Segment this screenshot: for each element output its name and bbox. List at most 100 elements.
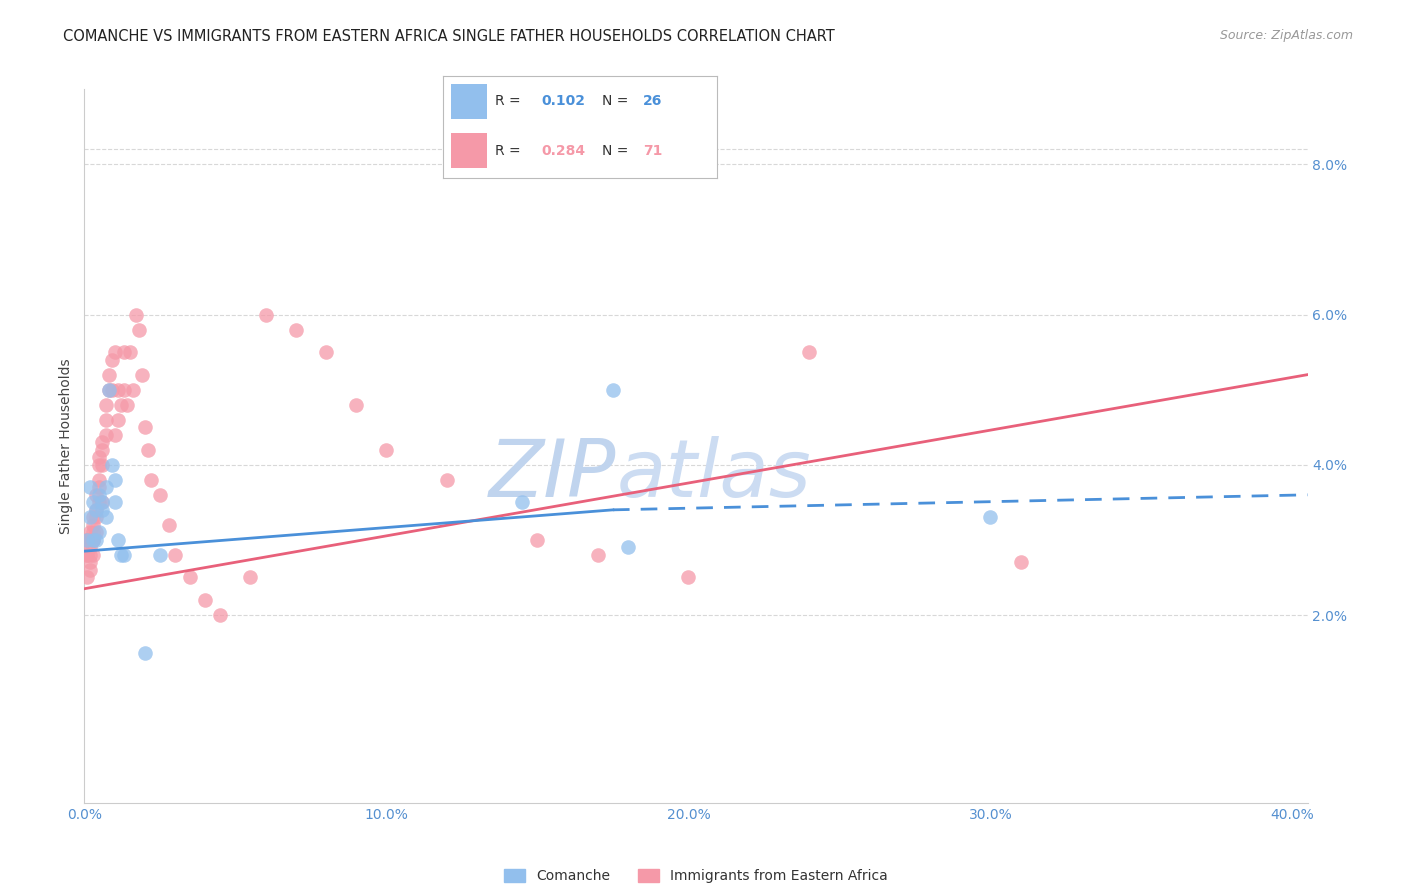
Point — [89, 480, 111, 494]
Point — [149, 548, 172, 562]
Point — [103, 495, 125, 509]
Text: 26: 26 — [643, 95, 662, 109]
Point — [94, 427, 117, 442]
Point — [284, 322, 307, 336]
Point — [121, 383, 143, 397]
Text: ZIP: ZIP — [489, 435, 616, 514]
Point — [82, 525, 104, 540]
Point — [799, 345, 821, 359]
Point — [82, 533, 104, 547]
Point — [254, 308, 277, 322]
Point — [136, 442, 159, 457]
Point — [82, 548, 104, 562]
Point — [82, 533, 104, 547]
Point — [94, 510, 117, 524]
Text: R =: R = — [495, 144, 524, 158]
Text: Source: ZipAtlas.com: Source: ZipAtlas.com — [1219, 29, 1353, 43]
Point — [194, 593, 217, 607]
Point — [86, 525, 108, 540]
Bar — [451, 133, 486, 168]
Point — [76, 533, 98, 547]
Point — [91, 458, 114, 472]
Point — [586, 548, 609, 562]
Point — [86, 503, 108, 517]
Point — [128, 322, 150, 336]
Point — [94, 480, 117, 494]
Point — [157, 517, 180, 532]
Point — [91, 442, 114, 457]
Legend: Comanche, Immigrants from Eastern Africa: Comanche, Immigrants from Eastern Africa — [499, 863, 893, 888]
Point — [110, 398, 132, 412]
Point — [79, 510, 101, 524]
Point — [86, 488, 108, 502]
Point — [979, 510, 1001, 524]
Point — [79, 525, 101, 540]
Point — [97, 368, 120, 382]
Point — [94, 398, 117, 412]
Point — [76, 533, 98, 547]
Text: N =: N = — [602, 95, 633, 109]
Point — [115, 398, 138, 412]
Point — [82, 533, 104, 547]
Point — [89, 458, 111, 472]
Point — [79, 533, 101, 547]
Bar — [451, 84, 486, 119]
Point — [107, 533, 129, 547]
Text: 71: 71 — [643, 144, 662, 158]
Point — [89, 488, 111, 502]
Point — [315, 345, 337, 359]
Point — [89, 450, 111, 465]
Text: COMANCHE VS IMMIGRANTS FROM EASTERN AFRICA SINGLE FATHER HOUSEHOLDS CORRELATION : COMANCHE VS IMMIGRANTS FROM EASTERN AFRI… — [63, 29, 835, 45]
Point — [79, 563, 101, 577]
Point — [91, 503, 114, 517]
Point — [82, 517, 104, 532]
Point — [89, 495, 111, 509]
Point — [112, 548, 135, 562]
Point — [91, 435, 114, 450]
Point — [100, 352, 122, 367]
Point — [103, 427, 125, 442]
Point — [86, 533, 108, 547]
Text: N =: N = — [602, 144, 633, 158]
Point — [82, 510, 104, 524]
Point — [100, 383, 122, 397]
Point — [89, 473, 111, 487]
Point — [97, 383, 120, 397]
Point — [239, 570, 262, 584]
Text: R =: R = — [495, 95, 524, 109]
Point — [1010, 556, 1032, 570]
Point — [89, 525, 111, 540]
Point — [76, 570, 98, 584]
Point — [91, 495, 114, 509]
Point — [107, 413, 129, 427]
Text: 0.284: 0.284 — [541, 144, 586, 158]
Point — [134, 420, 156, 434]
Point — [79, 548, 101, 562]
Point — [100, 458, 122, 472]
Point — [76, 533, 98, 547]
Point — [344, 398, 367, 412]
Point — [112, 345, 135, 359]
Y-axis label: Single Father Households: Single Father Households — [59, 359, 73, 533]
Text: 0.102: 0.102 — [541, 95, 585, 109]
Point — [163, 548, 186, 562]
Point — [82, 495, 104, 509]
Point — [131, 368, 153, 382]
Point — [79, 480, 101, 494]
Point — [118, 345, 141, 359]
Point — [209, 607, 232, 622]
Point — [76, 548, 98, 562]
Point — [617, 541, 640, 555]
Point — [97, 383, 120, 397]
Point — [149, 488, 172, 502]
Point — [125, 308, 148, 322]
Point — [86, 510, 108, 524]
Point — [110, 548, 132, 562]
Point — [510, 495, 533, 509]
Point — [602, 383, 624, 397]
Point — [112, 383, 135, 397]
Point — [526, 533, 548, 547]
Point — [86, 503, 108, 517]
Point — [134, 646, 156, 660]
Text: atlas: atlas — [616, 435, 811, 514]
